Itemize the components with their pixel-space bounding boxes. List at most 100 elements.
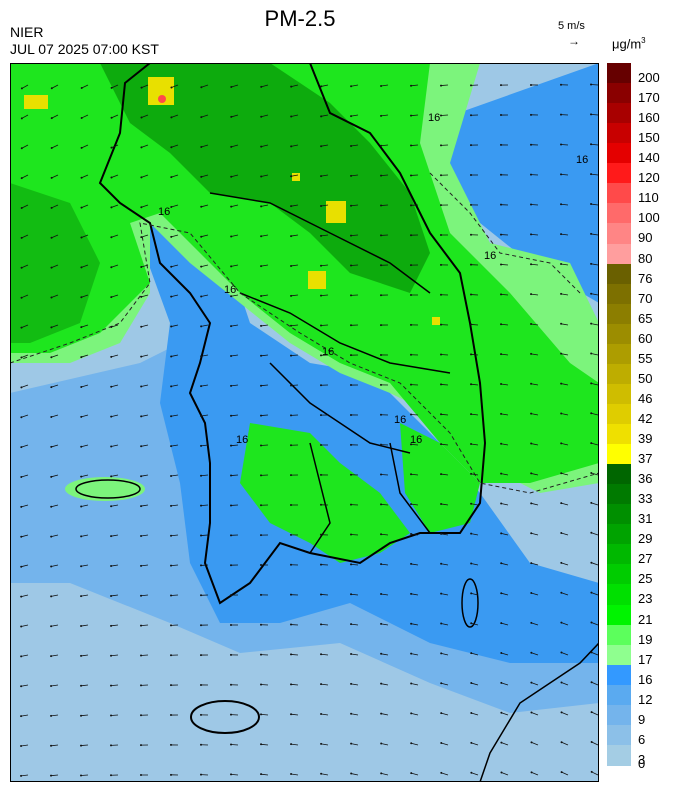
wind-arrow-head [470,413,473,416]
wind-arrow-head [80,266,83,269]
wind-arrow-head [200,624,203,627]
wind-arrow-head [470,383,473,386]
wind-arrow-head [560,681,563,684]
wind-arrow [81,264,89,268]
wind-arrow-head [530,143,533,146]
wind-arrow [591,681,599,686]
wind-arrow-head [320,354,323,357]
wind-arrow-head [560,442,563,445]
wind-arrow [261,204,269,207]
wind-arrow-head [500,173,503,176]
legend-label: 150 [638,130,660,146]
wind-arrow-head [350,204,353,207]
wind-arrow-head [260,205,263,208]
wind-arrow-head [590,472,593,475]
legend-label: 160 [638,110,660,126]
wind-arrow [561,532,569,536]
wind-arrow-head [440,771,443,774]
wind-arrow [111,204,119,208]
wind-arrow [351,174,359,177]
wind-arrow [410,114,419,117]
wind-arrow [531,323,539,326]
wind-arrow-head [410,682,413,685]
wind-arrow [351,683,359,686]
wind-arrow [440,384,449,386]
wind-arrow-head [200,265,203,268]
wind-arrow-head [380,114,383,117]
wind-arrow [141,294,149,298]
wind-arrow [81,564,89,567]
wind-arrow-head [500,293,503,296]
wind-arrow-head [590,382,593,385]
wind-arrow [531,473,539,476]
wind-arrow-head [440,233,442,236]
wind-arrow [21,384,29,388]
wind-arrow-head [440,562,443,565]
wind-arrow-head [80,535,83,538]
wind-arrow-head [440,383,443,386]
wind-arrow-head [20,476,23,479]
wind-arrow-head [110,654,113,657]
wind-arrow-head [590,83,593,86]
wind-arrow [320,623,329,626]
wind-arrow-head [590,292,593,295]
wind-arrow [261,354,269,357]
wind-arrow-head [20,266,23,269]
wind-arrow [141,204,149,208]
wind-arrow [111,294,119,298]
wind-arrow [560,144,569,146]
wind-arrow-head [380,563,383,566]
wind-arrow [81,414,89,418]
legend-label: 6 [638,731,646,747]
wind-arrow [230,474,239,476]
wind-arrow [111,384,119,388]
wind-arrow-head [170,534,173,537]
wind-arrow [500,293,509,296]
wind-arrow-head [320,264,323,267]
wind-arrow-head [440,353,443,356]
wind-arrow [321,683,329,686]
wind-arrow [231,114,239,118]
wind-arrow-head [380,85,383,88]
wind-arrow-head [20,147,23,150]
wind-arrow-head [470,233,473,236]
wind-arrow-head [470,711,473,714]
wind-arrow-head [290,683,293,686]
wind-arrow [531,592,539,596]
wind-arrow [591,741,599,746]
wind-arrow [111,564,119,567]
legend-swatch [607,424,631,445]
wind-arrow-head [80,236,83,239]
wind-arrow [291,713,299,716]
wind-arrow-head [170,295,173,298]
wind-arrow [171,324,179,327]
wind-arrow [441,473,449,476]
wind-arrow-head [380,144,383,147]
wind-arrow-head [290,474,293,477]
wind-arrow-head [350,742,353,745]
wind-arrow-head [20,296,23,299]
wind-arrow [260,414,269,416]
wind-arrow-head [590,591,593,594]
wind-arrow [81,444,89,448]
wind-arrow [471,772,479,776]
wind-arrow-head [110,296,113,299]
wind-arrow [320,324,329,326]
wind-arrow-head [320,563,323,566]
wind-arrow [21,474,29,478]
wind-arrow [111,354,119,358]
legend-swatch [607,103,631,124]
wind-arrow-head [110,236,113,239]
wind-arrow-head [170,116,173,119]
wind-arrow-head [470,472,473,475]
wind-arrow [350,264,359,266]
wind-arrow-head [440,443,443,446]
wind-arrow [441,652,449,656]
legend-label: 31 [638,511,653,527]
wind-arrow [591,532,599,536]
wind-arrow [51,684,59,687]
wind-arrow-head [590,232,593,235]
wind-arrow-head [470,293,473,296]
wind-arrow [471,383,479,386]
wind-arrow [51,654,59,657]
